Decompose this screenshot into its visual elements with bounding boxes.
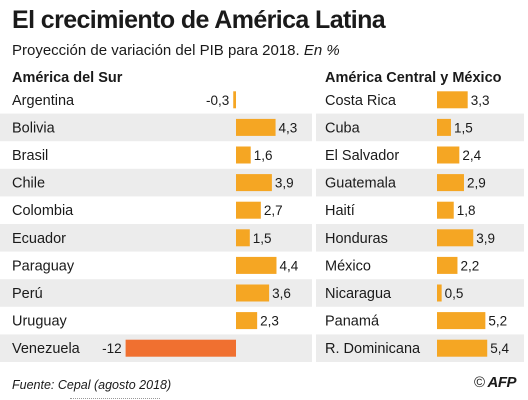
value-label-peru: 3,6: [272, 286, 291, 301]
category-label-el-salvador: El Salvador: [325, 148, 399, 164]
category-label-paraguay: Paraguay: [12, 258, 75, 274]
value-label-uruguay: 2,3: [260, 314, 279, 329]
category-label-venezuela: Venezuela: [12, 341, 81, 357]
category-label-honduras: Honduras: [325, 231, 388, 247]
category-label-panama: Panamá: [325, 314, 380, 330]
category-label-costa-rica: Costa Rica: [325, 93, 397, 109]
value-label-bolivia: 4,3: [279, 120, 298, 135]
row-background-guatemala: [316, 168, 524, 197]
row-background-nicaragua: [316, 279, 524, 307]
bar-brasil: [236, 146, 251, 164]
chart-title: El crecimiento de América Latina: [12, 6, 386, 34]
bar-mexico: [437, 256, 458, 274]
bar-costa-rica: [437, 91, 468, 109]
cut-line: [70, 398, 160, 400]
value-label-ecuador: 1,5: [253, 231, 272, 246]
bar-chile: [236, 174, 272, 192]
row-background-ecuador: [0, 224, 312, 252]
central-america-chart: Costa Rica 3,3 Cuba 1,5 El Salvador 2,4 Guatem…: [316, 91, 524, 362]
category-label-chile: Chile: [12, 176, 45, 192]
category-label-ecuador: Ecuador: [12, 231, 66, 247]
bar-guatemala: [437, 174, 464, 192]
chart-subtitle: Proyección de variación del PIB para 201…: [12, 42, 340, 59]
category-label-peru: Perú: [12, 286, 43, 302]
bar-el-salvador: [437, 146, 460, 164]
bar-bolivia: [236, 118, 276, 136]
value-label-paraguay: 4,4: [279, 258, 298, 273]
category-label-argentina: Argentina: [12, 93, 75, 109]
category-label-uruguay: Uruguay: [12, 314, 68, 330]
bar-paraguay: [236, 256, 277, 274]
value-label-cuba: 1,5: [454, 120, 473, 135]
category-label-colombia: Colombia: [12, 203, 74, 219]
value-label-argentina: -0,3: [206, 93, 229, 108]
bar-panama: [437, 312, 486, 330]
bar-ecuador: [236, 229, 250, 247]
value-label-haiti: 1,8: [457, 203, 476, 218]
row-background-r-dominicana: [316, 334, 524, 362]
value-label-costa-rica: 3,3: [471, 93, 490, 108]
value-label-mexico: 2,2: [460, 258, 479, 273]
category-label-r-dominicana: R. Dominicana: [325, 341, 421, 357]
row-background-honduras: [316, 224, 524, 252]
category-label-nicaragua: Nicaragua: [325, 286, 392, 302]
value-label-guatemala: 2,9: [467, 176, 486, 191]
value-label-chile: 3,9: [275, 176, 294, 191]
value-label-r-dominicana: 5,4: [490, 341, 509, 356]
afp-wordmark: AFP: [487, 374, 517, 391]
bar-venezuela: [125, 339, 236, 357]
subtitle-text: Proyección de variación del PIB para 201…: [12, 42, 300, 59]
bar-peru: [236, 284, 270, 302]
bar-haiti: [437, 201, 454, 219]
copyright-icon: ©: [473, 374, 485, 391]
category-label-mexico: México: [325, 258, 371, 274]
category-label-haiti: Haití: [325, 203, 355, 219]
value-label-el-salvador: 2,4: [462, 148, 481, 163]
category-label-guatemala: Guatemala: [325, 176, 397, 192]
bar-colombia: [236, 201, 261, 219]
bar-honduras: [437, 229, 474, 247]
value-label-colombia: 2,7: [264, 203, 283, 218]
category-label-cuba: Cuba: [325, 120, 361, 136]
value-label-panama: 5,2: [488, 314, 507, 329]
bar-r-dominicana: [437, 339, 488, 357]
category-label-brasil: Brasil: [12, 148, 48, 164]
bar-cuba: [437, 118, 451, 136]
south-america-title: América del Sur: [12, 70, 123, 86]
bar-nicaragua: [437, 284, 442, 302]
source-note: Fuente: Cepal (agosto 2018): [12, 378, 172, 392]
value-label-honduras: 3,9: [476, 231, 495, 246]
bar-argentina: [233, 91, 236, 109]
row-background-cuba: [316, 113, 524, 142]
south-america-chart: Argentina -0,3 Bolivia 4,3 Brasil 1,6 Chile 3,9…: [0, 91, 312, 362]
value-label-nicaragua: 0,5: [445, 286, 464, 301]
central-america-title: América Central y México: [325, 70, 502, 86]
afp-logo: © AFP: [473, 374, 517, 391]
bar-uruguay: [236, 312, 258, 330]
category-label-bolivia: Bolivia: [12, 120, 56, 136]
subtitle-unit: En %: [303, 42, 340, 59]
value-label-venezuela: -12: [102, 341, 122, 356]
value-label-brasil: 1,6: [254, 148, 273, 163]
